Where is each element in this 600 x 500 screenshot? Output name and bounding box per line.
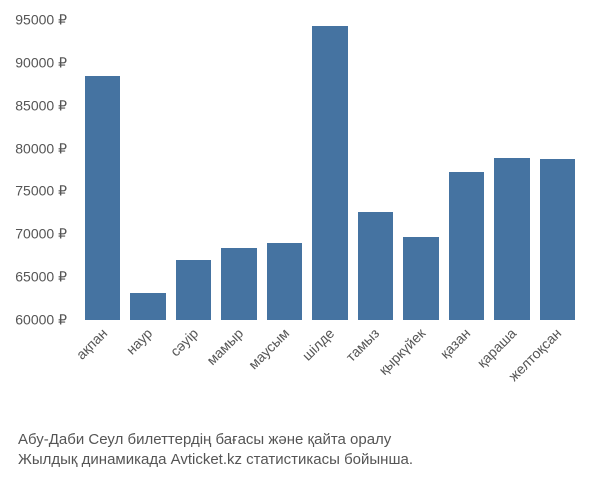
bar — [403, 237, 438, 320]
bar — [358, 212, 393, 320]
y-tick-label: 60000 ₽ — [15, 312, 67, 329]
caption-line-1: Абу-Даби Сеул билеттердің бағасы және қа… — [18, 430, 413, 450]
x-axis: ақпаннаурсәуірмамырмаусымшілдетамызқыркү… — [80, 325, 580, 425]
bar — [130, 293, 165, 320]
bar — [221, 248, 256, 320]
y-tick-label: 95000 ₽ — [15, 12, 67, 29]
y-tick-label: 80000 ₽ — [15, 140, 67, 157]
y-tick-label: 90000 ₽ — [15, 54, 67, 71]
y-tick-label: 65000 ₽ — [15, 269, 67, 286]
bars-container — [80, 20, 580, 320]
bar — [540, 159, 575, 320]
bar — [312, 26, 347, 320]
caption-line-2: Жылдық динамикада Avticket.kz статистика… — [18, 450, 413, 470]
y-tick-label: 85000 ₽ — [15, 97, 67, 114]
bar — [267, 243, 302, 320]
y-tick-label: 70000 ₽ — [15, 226, 67, 243]
bar — [449, 172, 484, 320]
y-axis: 60000 ₽65000 ₽70000 ₽75000 ₽80000 ₽85000… — [0, 20, 75, 320]
y-tick-label: 75000 ₽ — [15, 183, 67, 200]
chart-plot-area — [80, 20, 580, 320]
bar — [85, 76, 120, 320]
chart-caption: Абу-Даби Сеул билеттердің бағасы және қа… — [18, 430, 413, 471]
bar — [176, 260, 211, 320]
bar — [494, 158, 529, 320]
